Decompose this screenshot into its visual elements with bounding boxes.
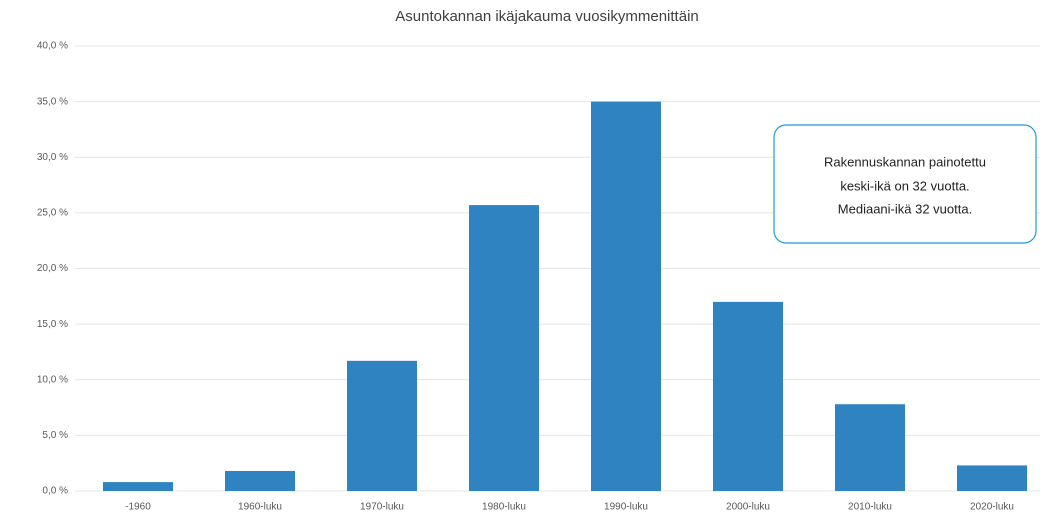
bar [347,360,417,491]
chart-title: Asuntokannan ikäjakauma vuosikymmenittäi… [395,8,699,25]
y-tick-label: 5,0 % [42,430,68,441]
bar [713,301,783,491]
bar [835,404,905,491]
x-tick-label: 1960-luku [238,502,282,513]
y-tick-label: 25,0 % [37,208,68,219]
x-tick-label: 1980-luku [482,502,526,513]
y-tick-label: 35,0 % [37,96,68,107]
y-tick-label: 20,0 % [37,263,68,274]
x-tick-label: 2010-luku [848,502,892,513]
bar [591,101,661,491]
bar [957,465,1027,491]
plot-area: 0,0 % 5,0 % 10,0 % 15,0 % 20,0 % 25,0 % 30,0 %… [37,41,1040,513]
x-tick-label: -1960 [125,502,151,513]
y-tick-label: 10,0 % [37,374,68,385]
bar [469,205,539,491]
y-tick-label: 30,0 % [37,152,68,163]
annotation-line: Mediaani-ikä 32 vuotta. [838,201,972,216]
annotation-box [773,124,1037,244]
x-tick-label: 2020-luku [970,502,1014,513]
y-tick-label: 15,0 % [37,319,68,330]
x-tick-label: 1990-luku [604,502,648,513]
y-tick-label: 40,0 % [37,41,68,52]
bar [103,482,173,491]
bar [225,470,295,491]
annotation-line: keski-ikä on 32 vuotta. [840,178,969,193]
y-tick-label: 0,0 % [42,486,68,497]
annotation-line: Rakennuskannan painotettu [824,154,986,169]
x-tick-label: 2000-luku [726,502,770,513]
x-tick-label: 1970-luku [360,502,404,513]
